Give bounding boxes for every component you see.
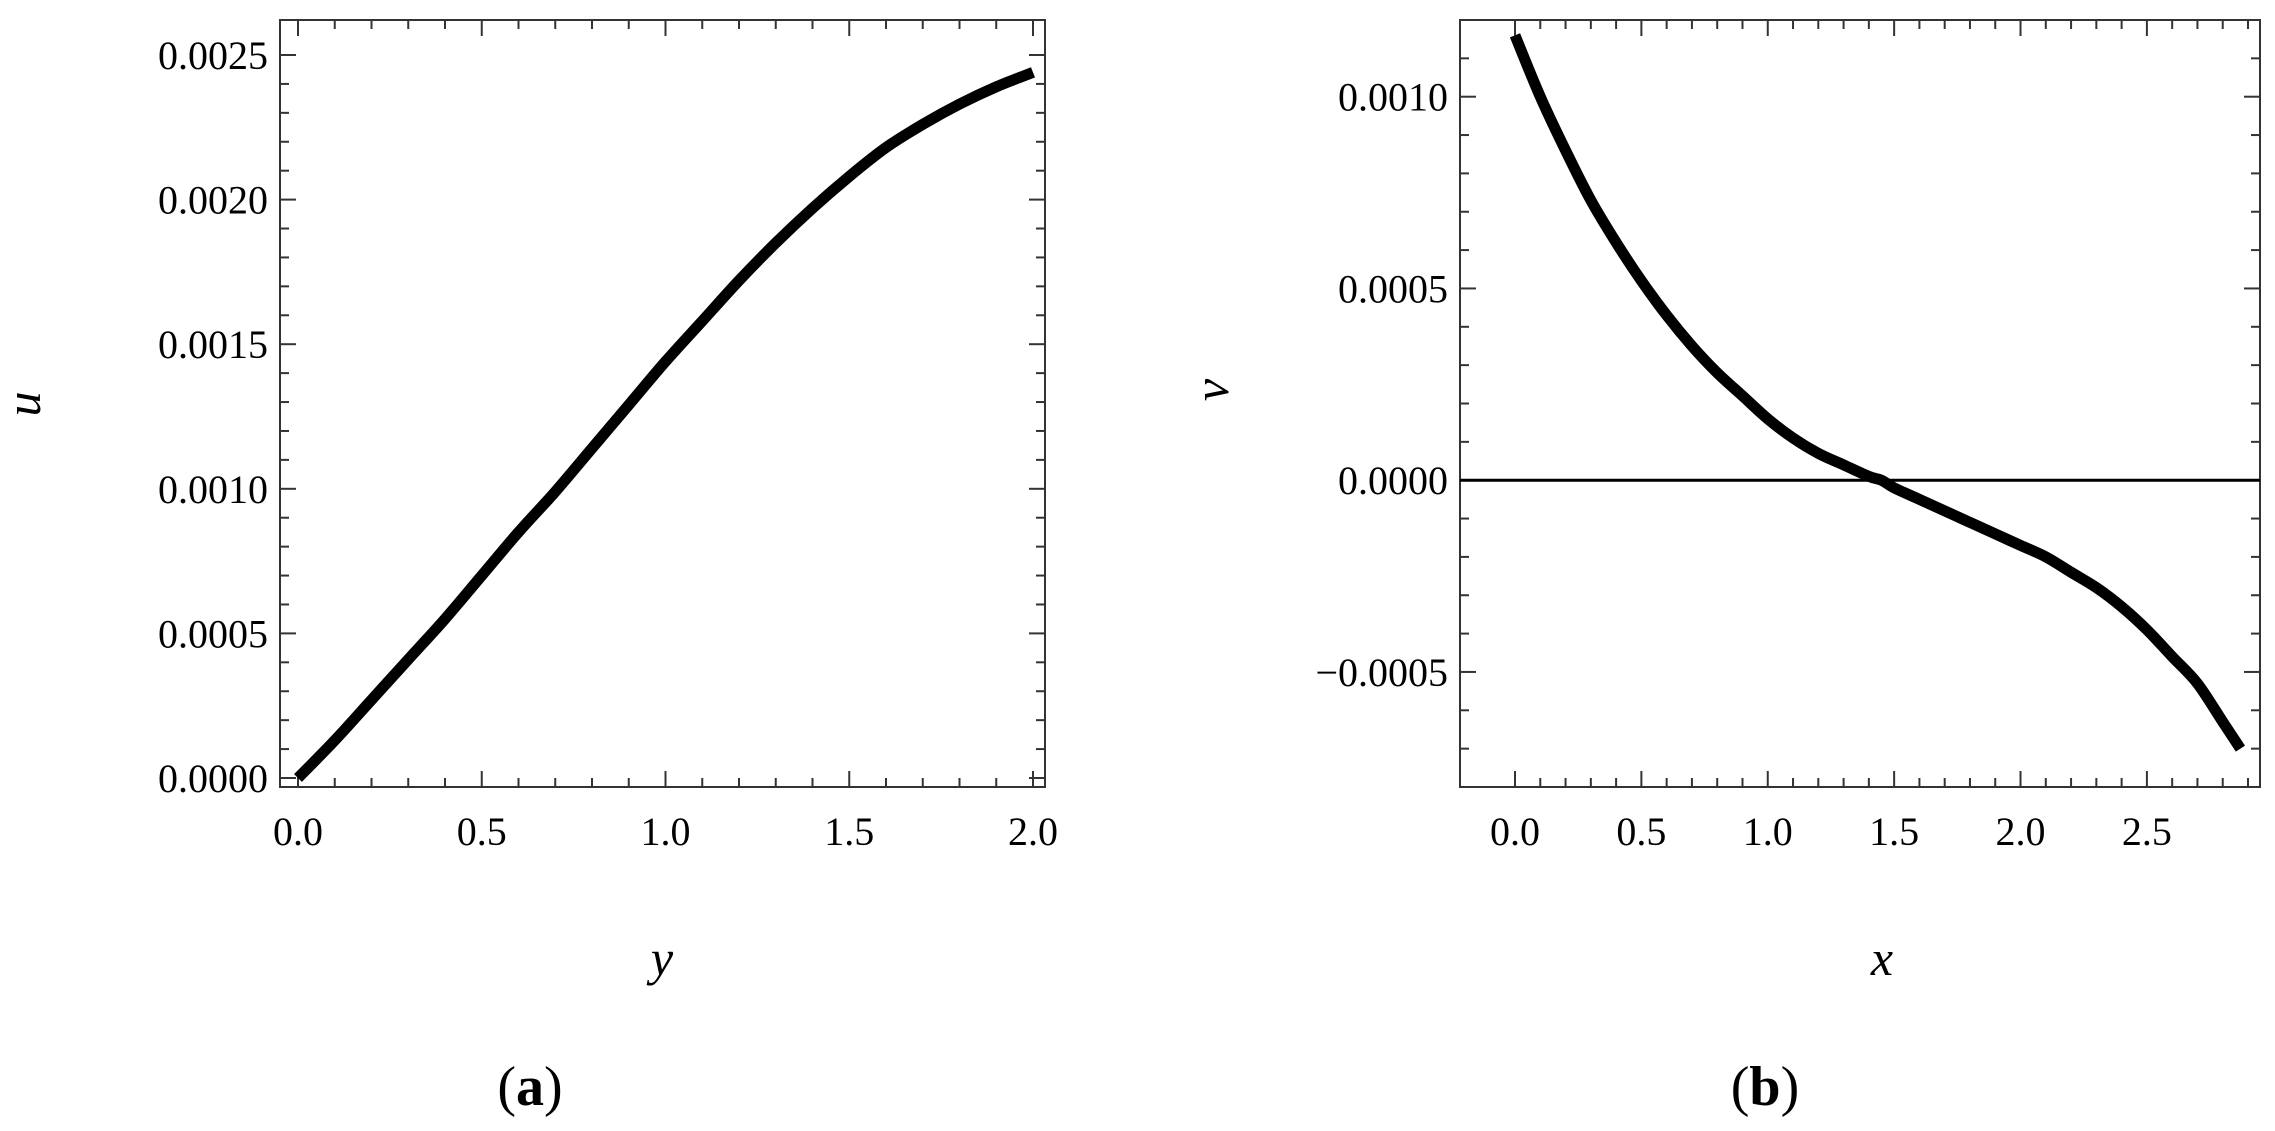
panel-a: 0.0 0.5 1.0 1.5 2.0 0.0000 0.0005 0.0010 0.0015 0…	[0, 19, 1058, 1118]
x-axis-label-b: x	[1870, 930, 1893, 986]
y-tick-label: 0.0010	[1338, 75, 1448, 120]
y-tick-label: 0.0005	[158, 611, 268, 656]
series-line-a	[294, 67, 1036, 782]
x-tick-label: 1.5	[1869, 809, 1919, 854]
x-tick-label: 0.0	[1490, 809, 1540, 854]
y-axis-label-a: u	[0, 392, 51, 417]
x-tick-label: 0.0	[273, 809, 323, 854]
x-tick-label: 0.5	[1616, 809, 1666, 854]
x-tick-label: 0.5	[457, 809, 507, 854]
plot-frame-a	[279, 19, 1046, 788]
y-axis-label-b: v	[1183, 378, 1239, 401]
x-tick-label: 1.5	[824, 809, 874, 854]
y-tick-label: 0.0015	[158, 322, 268, 367]
y-tick-label: 0.0010	[158, 467, 268, 512]
x-tick-label: 2.0	[1996, 809, 2046, 854]
y-tick-label: 0.0000	[1338, 458, 1448, 503]
y-tick-label: 0.0000	[158, 756, 268, 801]
panel-label-b: (b)	[1731, 1056, 1799, 1118]
x-tick-label: 2.5	[2122, 809, 2172, 854]
panel-label-a: (a)	[497, 1056, 562, 1118]
x-axis-label-a: y	[646, 930, 674, 986]
panel-letter-a: a	[516, 1056, 544, 1118]
panel-b: 0.0 0.5 1.0 1.5 2.0 2.5 −0.0005 0.0000 0.0005 0.0…	[1183, 19, 2261, 1118]
x-tick-label: 2.0	[1008, 809, 1058, 854]
ticks-a	[280, 20, 1045, 787]
y-tick-label: 0.0025	[158, 33, 268, 78]
tick-labels-b: 0.0 0.5 1.0 1.5 2.0 2.5 −0.0005 0.0000 0.0005 0.0…	[1315, 75, 2171, 854]
x-tick-label: 1.0	[641, 809, 691, 854]
y-tick-label: 0.0005	[1338, 266, 1448, 311]
x-tick-label: 1.0	[1743, 809, 1793, 854]
y-tick-label: 0.0020	[158, 178, 268, 223]
panel-letter-b: b	[1749, 1056, 1780, 1118]
series-line-b	[1509, 33, 2246, 752]
y-tick-label: −0.0005	[1315, 650, 1448, 695]
tick-labels-a: 0.0 0.5 1.0 1.5 2.0 0.0000 0.0005 0.0010 0.0015 0…	[158, 33, 1058, 854]
